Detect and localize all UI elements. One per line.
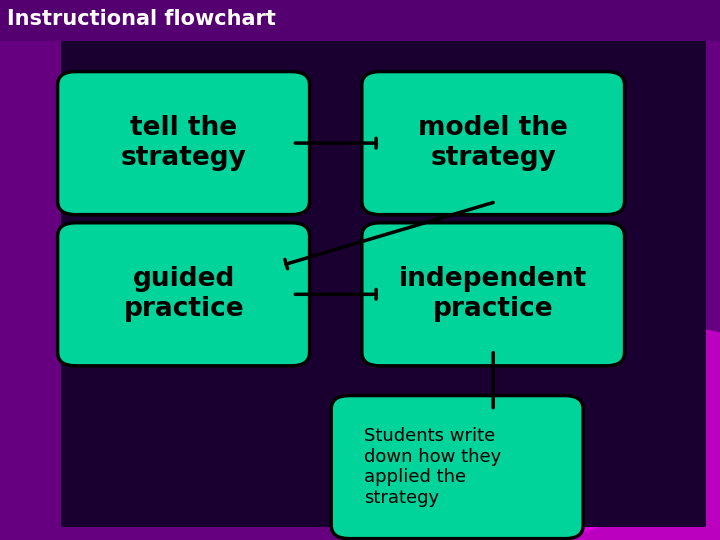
FancyBboxPatch shape xyxy=(58,71,310,215)
FancyBboxPatch shape xyxy=(362,222,625,366)
Text: Students write
down how they
applied the
strategy: Students write down how they applied the… xyxy=(364,427,501,507)
FancyBboxPatch shape xyxy=(0,0,720,40)
Text: independent
practice: independent practice xyxy=(399,266,588,322)
FancyBboxPatch shape xyxy=(58,222,310,366)
Text: tell the
strategy: tell the strategy xyxy=(121,115,246,171)
Ellipse shape xyxy=(414,348,666,537)
FancyBboxPatch shape xyxy=(331,395,583,538)
Text: Instructional flowchart: Instructional flowchart xyxy=(7,9,276,29)
Text: model the
strategy: model the strategy xyxy=(418,115,568,171)
Ellipse shape xyxy=(464,327,720,540)
FancyBboxPatch shape xyxy=(362,71,625,215)
FancyBboxPatch shape xyxy=(61,27,706,526)
Text: guided
practice: guided practice xyxy=(123,266,244,322)
